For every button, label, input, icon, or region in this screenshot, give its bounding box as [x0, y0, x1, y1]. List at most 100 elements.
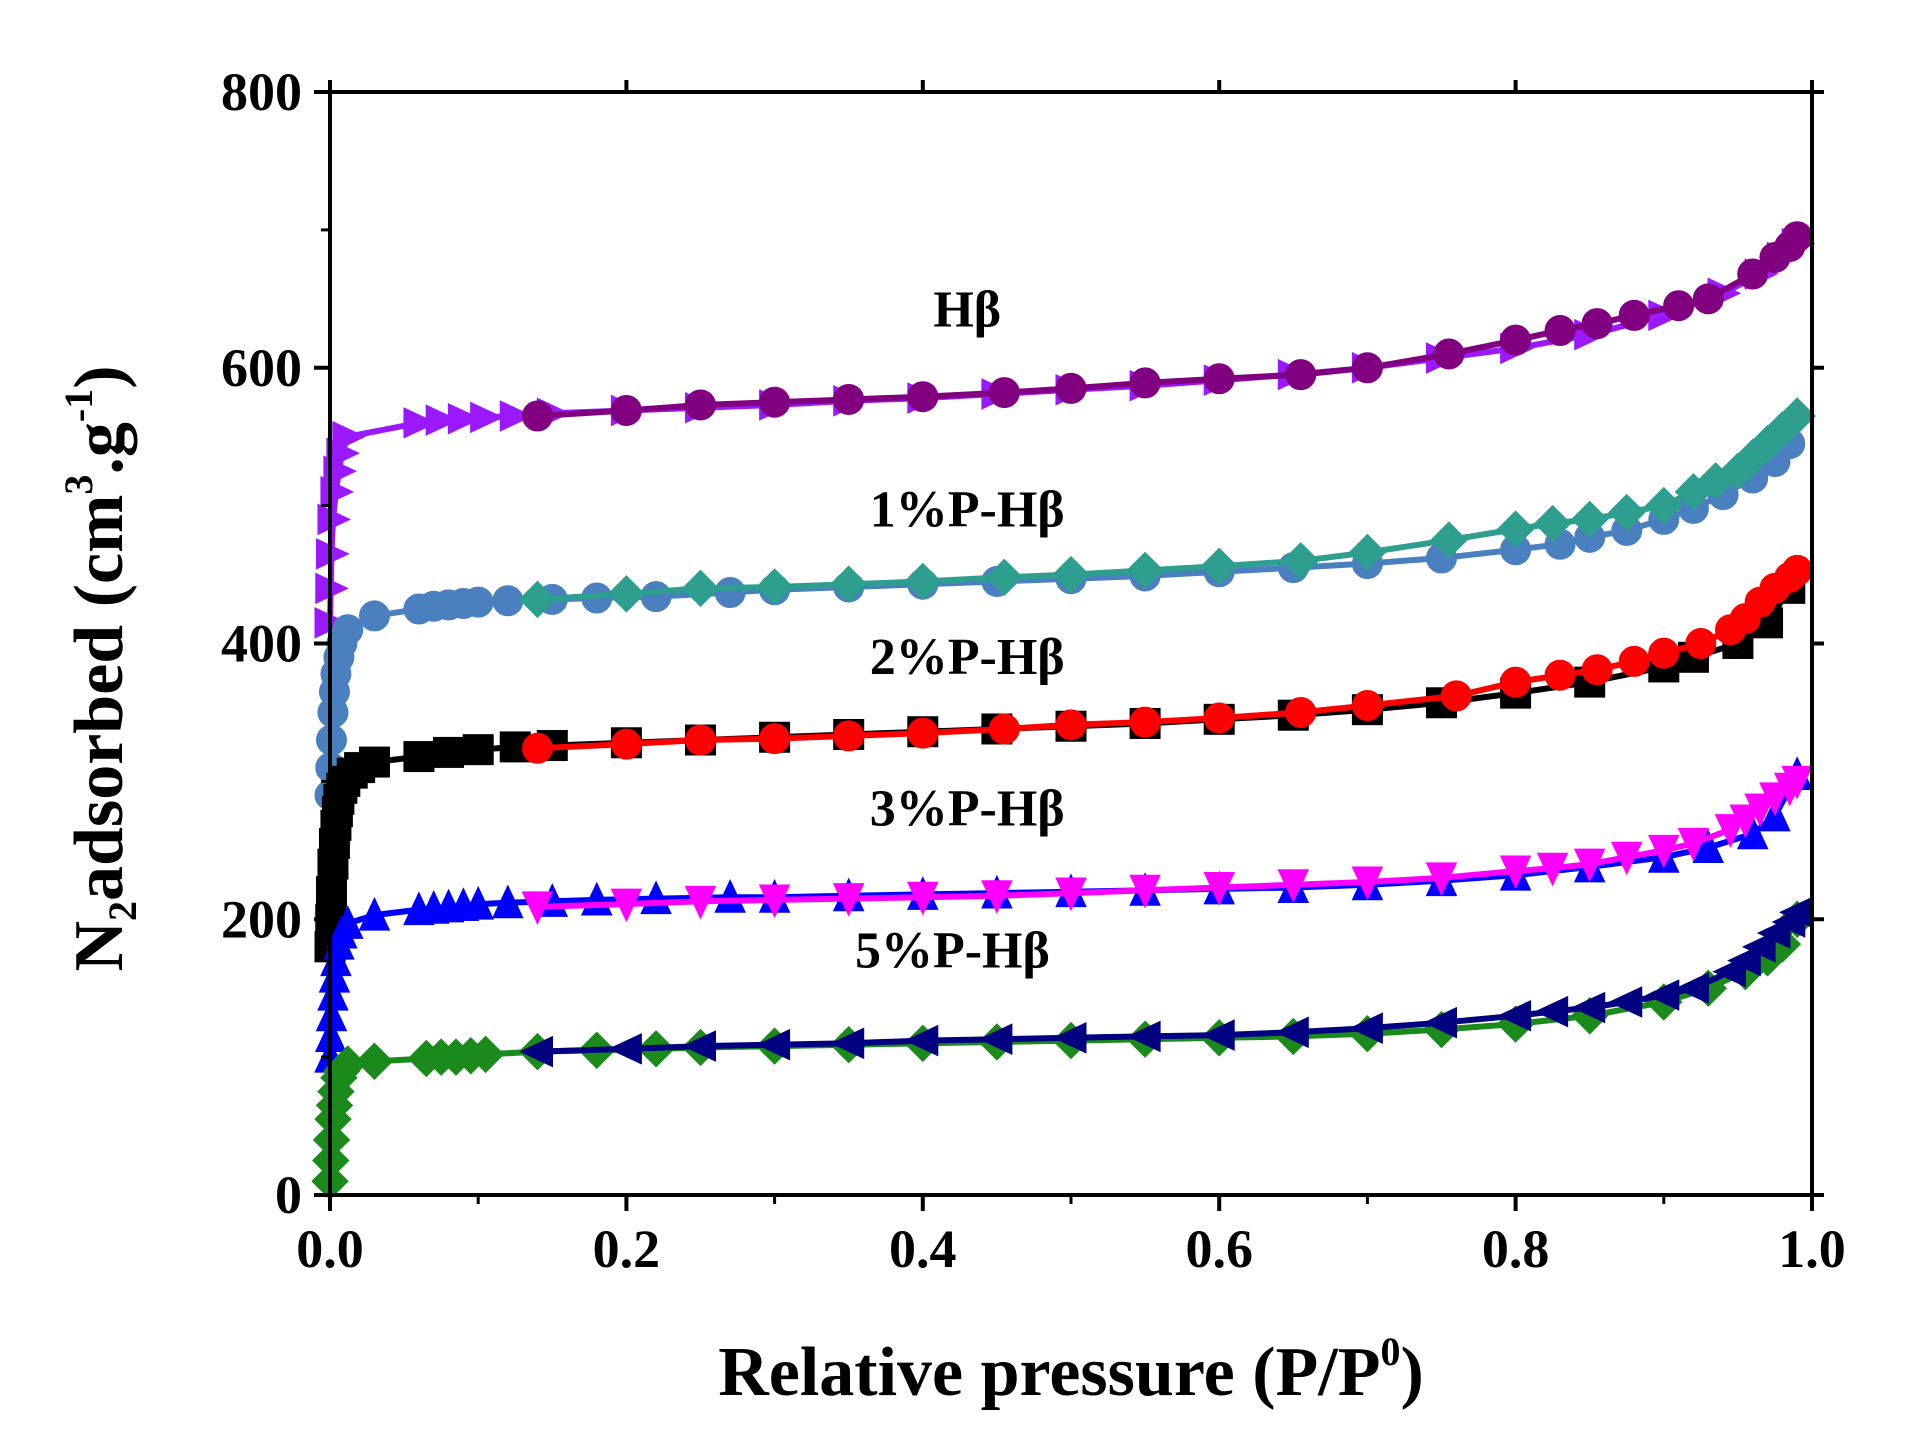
data-point — [1618, 299, 1650, 331]
data-point — [758, 884, 791, 919]
data-point — [1200, 547, 1238, 585]
data-point — [1674, 473, 1713, 511]
data-point — [521, 732, 553, 764]
data-point — [1648, 637, 1680, 669]
data-point — [907, 717, 939, 749]
data-point — [1348, 533, 1387, 572]
data-point — [610, 888, 643, 923]
data-point — [1203, 702, 1235, 734]
data-point — [1675, 972, 1709, 1004]
data-point — [904, 562, 942, 601]
data-point — [755, 568, 794, 606]
data-point — [1759, 241, 1791, 273]
tick-layer: 0.0 0.2 0.4 0.6 0.8 1.0 0 200 400 600 800 — [221, 62, 1846, 1279]
data-point — [403, 407, 438, 439]
x-tick-label: 0.8 — [1482, 1219, 1550, 1279]
data-point — [518, 580, 557, 619]
data-point — [1618, 645, 1650, 677]
data-point — [1499, 855, 1532, 890]
data-point — [447, 402, 482, 435]
series-label: 5%P-Hβ — [855, 923, 1050, 980]
data-point — [331, 905, 364, 939]
data-point — [1714, 614, 1746, 646]
data-point — [1430, 521, 1468, 559]
data-point — [1440, 680, 1472, 712]
y-axis-title-close: ) — [61, 365, 138, 388]
data-point — [1570, 500, 1609, 539]
data-point — [1129, 706, 1161, 738]
data-point — [521, 400, 553, 432]
data-point — [1581, 654, 1613, 686]
series-label: 2%P-Hβ — [870, 629, 1065, 686]
data-point — [1536, 852, 1569, 887]
data-point — [714, 879, 746, 913]
y-tick-label: 400 — [221, 614, 302, 674]
data-point — [1425, 862, 1458, 897]
data-point — [470, 401, 504, 434]
x-axis-title: Relative pressure (P/P0) — [718, 1329, 1424, 1411]
data-point — [358, 600, 390, 632]
y-axis-title-sub: 2 — [100, 901, 145, 921]
data-point — [466, 1035, 505, 1074]
data-point — [1129, 367, 1161, 399]
data-point — [1544, 659, 1576, 691]
data-point — [1737, 258, 1769, 290]
data-point — [1275, 1016, 1309, 1049]
y-axis-title-mid: .g — [61, 422, 138, 475]
data-point — [1573, 848, 1606, 883]
data-point — [756, 1028, 791, 1061]
data-point — [833, 383, 865, 415]
data-point — [1282, 542, 1320, 580]
data-point — [1351, 352, 1383, 384]
data-point — [1645, 486, 1683, 525]
data-point — [1433, 338, 1465, 370]
data-point — [681, 569, 720, 608]
y-axis-title: N2adsorbed (cm3.g-1) — [56, 365, 145, 971]
data-point — [610, 394, 642, 426]
data-point — [1055, 709, 1087, 741]
data-point — [714, 576, 746, 608]
data-point — [1500, 324, 1532, 356]
series — [521, 554, 1813, 764]
plot-frame — [328, 90, 1814, 1197]
y-axis-title-main: adsorbed (cm — [61, 495, 138, 901]
data-point — [988, 377, 1020, 409]
x-axis-title-main: Relative pressure (P/P — [718, 1334, 1380, 1411]
data-point — [355, 1042, 394, 1080]
data-point — [1571, 991, 1606, 1024]
data-point — [1203, 363, 1235, 395]
y-axis-title-n: N — [61, 921, 138, 972]
data-point — [978, 1023, 1013, 1055]
data-point — [1685, 628, 1717, 659]
data-point — [492, 585, 524, 617]
data-point — [685, 389, 716, 421]
data-point — [685, 724, 716, 756]
data-point — [988, 713, 1020, 745]
data-point — [1500, 666, 1532, 698]
data-point — [830, 1027, 865, 1060]
data-point — [759, 723, 791, 755]
data-point — [425, 404, 460, 436]
data-point — [759, 386, 791, 418]
data-point — [1534, 995, 1569, 1028]
x-tick-label: 0.4 — [889, 1219, 957, 1279]
data-point — [832, 883, 865, 917]
data-point — [1712, 955, 1746, 988]
x-tick-label: 1.0 — [1778, 1219, 1846, 1279]
data-point — [1677, 827, 1710, 862]
data-point — [1277, 869, 1310, 903]
data-point — [317, 503, 352, 536]
data-point — [462, 885, 494, 920]
data-point — [907, 381, 939, 413]
y-tick-label: 200 — [221, 889, 302, 949]
data-point — [1610, 841, 1643, 876]
data-point — [358, 746, 390, 778]
data-point — [1203, 872, 1235, 906]
data-point — [684, 885, 717, 920]
data-point — [1497, 999, 1532, 1032]
data-point — [1285, 359, 1317, 391]
data-point — [1285, 696, 1317, 728]
y-tick-label: 0 — [275, 1165, 302, 1225]
series — [521, 221, 1813, 432]
y-tick-label: 600 — [221, 338, 302, 398]
